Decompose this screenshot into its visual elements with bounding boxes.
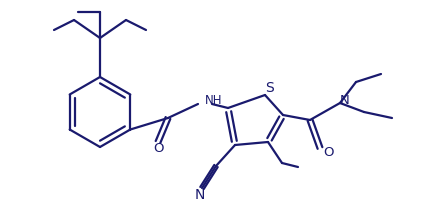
Text: S: S — [265, 81, 273, 95]
Text: O: O — [323, 147, 333, 159]
Text: N: N — [340, 95, 350, 108]
Text: O: O — [153, 143, 163, 155]
Text: NH: NH — [205, 95, 222, 108]
Text: N: N — [195, 188, 205, 202]
